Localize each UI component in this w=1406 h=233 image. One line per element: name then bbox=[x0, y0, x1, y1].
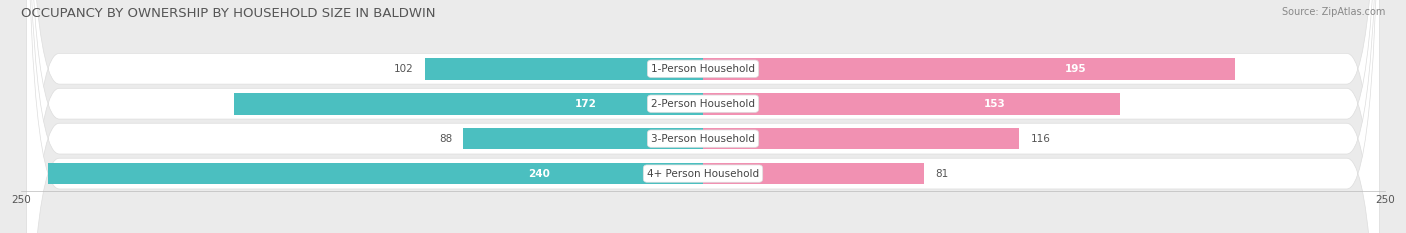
Text: 1-Person Household: 1-Person Household bbox=[651, 64, 755, 74]
Text: 4+ Person Household: 4+ Person Household bbox=[647, 169, 759, 178]
Text: 88: 88 bbox=[439, 134, 453, 144]
Bar bbox=[703, 93, 1121, 115]
Bar bbox=[425, 58, 703, 80]
Bar bbox=[463, 128, 703, 150]
Text: 102: 102 bbox=[394, 64, 413, 74]
Text: 3-Person Household: 3-Person Household bbox=[651, 134, 755, 144]
Text: Source: ZipAtlas.com: Source: ZipAtlas.com bbox=[1281, 7, 1385, 17]
Text: 2-Person Household: 2-Person Household bbox=[651, 99, 755, 109]
Text: 172: 172 bbox=[575, 99, 596, 109]
Text: 81: 81 bbox=[935, 169, 948, 178]
Bar bbox=[703, 58, 1234, 80]
FancyBboxPatch shape bbox=[27, 0, 1379, 233]
Bar bbox=[703, 128, 1019, 150]
FancyBboxPatch shape bbox=[27, 0, 1379, 233]
Text: 240: 240 bbox=[529, 169, 550, 178]
Text: 153: 153 bbox=[984, 99, 1007, 109]
Bar bbox=[48, 163, 703, 185]
Text: 195: 195 bbox=[1064, 64, 1087, 74]
Bar bbox=[703, 163, 924, 185]
Text: OCCUPANCY BY OWNERSHIP BY HOUSEHOLD SIZE IN BALDWIN: OCCUPANCY BY OWNERSHIP BY HOUSEHOLD SIZE… bbox=[21, 7, 436, 20]
Bar bbox=[233, 93, 703, 115]
FancyBboxPatch shape bbox=[27, 0, 1379, 233]
Text: 116: 116 bbox=[1031, 134, 1050, 144]
FancyBboxPatch shape bbox=[27, 0, 1379, 233]
